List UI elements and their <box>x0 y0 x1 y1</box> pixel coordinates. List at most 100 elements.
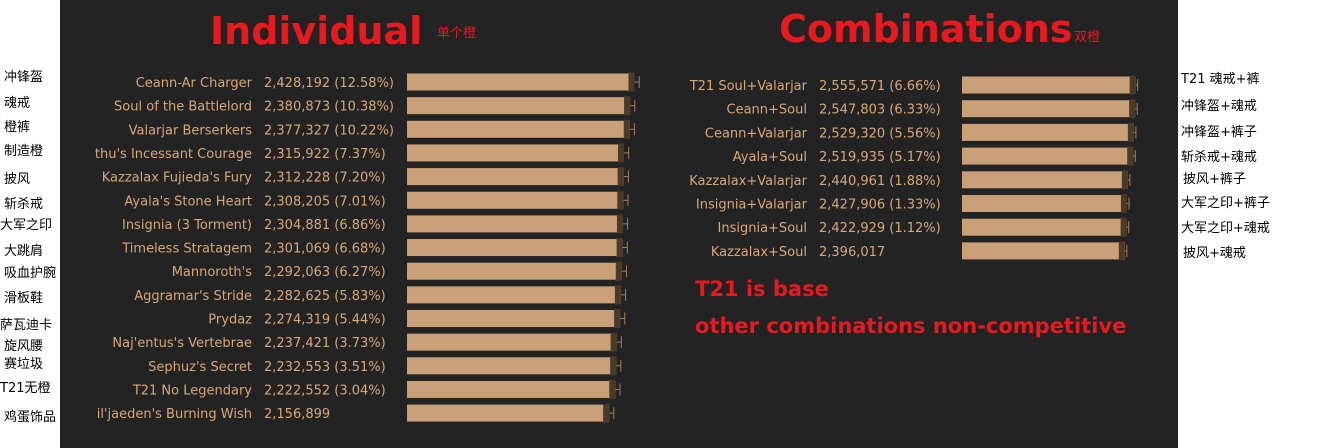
bar-value-label: 2,232,553 (3.51%) <box>264 360 386 375</box>
note-non-competitive: other combinations non-competitive <box>695 314 1127 338</box>
bar-category-label: T21 Soul+Valarjar <box>689 79 808 94</box>
bar-end-marker <box>1129 99 1136 119</box>
bar-category-label: Kazzalax+Valarjar <box>689 174 807 189</box>
bar-end-marker <box>616 214 623 234</box>
bar <box>407 144 625 162</box>
bar-category-label: Kazzalax+Soul <box>711 245 807 260</box>
right-annotation: 大军之印+魂戒 <box>1181 221 1270 236</box>
bar-end-marker <box>617 167 624 187</box>
right-annotation: T21 魂戒+裤 <box>1181 72 1260 87</box>
bar-category-label: Prydaz <box>208 313 252 328</box>
bar-category-label: Timeless Stratagem <box>121 242 252 257</box>
left-annotation: 鸡蛋饰品 <box>4 410 57 425</box>
bar <box>407 97 631 115</box>
bar-category-label: Valarjar Berserkers <box>129 123 253 138</box>
left-annotation: 吸血护腕 <box>4 266 57 281</box>
bar <box>407 73 635 91</box>
bar <box>407 262 622 280</box>
bar <box>962 171 1128 189</box>
bar-category-label: Aggramar's Stride <box>134 289 252 304</box>
bar-category-label: Mannoroth's <box>172 265 253 280</box>
bar <box>962 100 1136 118</box>
left-annotation: 制造橙 <box>4 144 44 159</box>
bar-category-label: Ceann+Valarjar <box>705 126 808 141</box>
right-annotation: 披风+裤子 <box>1183 172 1246 187</box>
bar-value-label: 2,428,192 (12.58%) <box>264 76 394 91</box>
bar-value-label: 2,547,803 (6.33%) <box>819 103 941 118</box>
right-annotation: 冲锋盔+魂戒 <box>1181 99 1257 114</box>
bar-value-label: 2,555,571 (6.66%) <box>819 79 941 94</box>
bar <box>962 218 1127 236</box>
bar <box>407 333 617 351</box>
bar-end-marker <box>1121 170 1128 190</box>
bar-category-label: Ayala's Stone Heart <box>124 194 252 209</box>
bar-value-label: 2,292,063 (6.27%) <box>264 265 386 280</box>
bar-category-label: Ceann-Ar Charger <box>136 76 253 91</box>
bar <box>407 239 623 257</box>
individual-subtitle: 单个橙 <box>437 26 477 41</box>
bar-category-label: Kazzalax Fujieda's Fury <box>102 171 253 186</box>
bar-value-label: 2,315,922 (7.37%) <box>264 147 386 162</box>
left-annotation: 大跳肩 <box>4 244 44 259</box>
bar-category-label: Naj'entus's Vertebrae <box>112 336 252 351</box>
bar-value-label: 2,222,552 (3.04%) <box>264 383 386 398</box>
left-annotation: 旋风腰 <box>4 339 44 354</box>
bar-end-marker <box>617 190 624 210</box>
combinations-title: Combinations <box>779 7 1073 51</box>
bar <box>407 168 624 186</box>
bar-category-label: Ayala+Soul <box>733 150 807 165</box>
individual-title: Individual <box>210 9 423 53</box>
bar-end-marker <box>610 356 617 376</box>
bar-end-marker <box>610 332 617 352</box>
bar-end-marker <box>614 285 621 305</box>
bar-category-label: Ceann+Soul <box>727 103 807 118</box>
bar <box>407 215 623 233</box>
bar <box>407 380 616 398</box>
bar-end-marker <box>614 309 621 328</box>
bar-value-label: 2,422,929 (1.12%) <box>819 221 941 236</box>
bar-end-marker <box>616 238 623 258</box>
bar-value-label: 2,308,205 (7.01%) <box>264 194 386 209</box>
bar-end-marker <box>1120 217 1127 237</box>
bar-category-label: Insignia+Soul <box>718 221 807 236</box>
bar-end-marker <box>624 96 631 116</box>
bar-value-label: 2,304,881 (6.86%) <box>264 218 386 233</box>
right-annotation: 大军之印+裤子 <box>1181 196 1270 211</box>
left-annotation: 魂戒 <box>4 96 31 111</box>
bar-end-marker <box>618 143 625 163</box>
left-annotation: 赛垃圾 <box>4 357 44 372</box>
bar-value-label: 2,282,625 (5.83%) <box>264 289 386 304</box>
left-annotation: 萨瓦迪卡 <box>0 318 53 333</box>
bar-end-marker <box>603 403 610 423</box>
bar <box>407 286 621 304</box>
note-base: T21 is base <box>695 277 829 301</box>
bar-end-marker <box>609 379 616 399</box>
bar <box>407 310 621 327</box>
left-annotation: 橙裤 <box>4 120 31 135</box>
bar-end-marker <box>1118 241 1125 261</box>
bar <box>962 76 1136 94</box>
bar-end-marker <box>628 72 635 92</box>
bar <box>407 404 610 422</box>
bar-value-label: 2,440,961 (1.88%) <box>819 174 941 189</box>
bar-value-label: 2,301,069 (6.68%) <box>264 242 386 257</box>
bar-category-label: Soul of the Battlelord <box>114 100 252 115</box>
bar-end-marker <box>1127 122 1134 142</box>
bar-category-label: Sephuz's Secret <box>148 360 252 375</box>
bar-end-marker <box>615 261 622 281</box>
bar <box>962 147 1134 165</box>
bar-end-marker <box>1120 194 1127 213</box>
left-annotation: 滑板鞋 <box>4 291 44 306</box>
bar-value-label: 2,312,228 (7.20%) <box>264 171 386 186</box>
right-annotation: 披风+魂戒 <box>1183 246 1246 261</box>
bar <box>407 120 630 138</box>
bar-value-label: 2,156,899 <box>264 407 330 422</box>
bar-value-label: 2,274,319 (5.44%) <box>264 313 386 328</box>
combinations-subtitle: 双橙 <box>1074 30 1101 45</box>
bar-value-label: 2,380,873 (10.38%) <box>264 100 394 115</box>
right-annotation: 冲锋盔+裤子 <box>1181 125 1257 140</box>
bar-category-label: Insignia (3 Torment) <box>122 218 252 233</box>
bar-end-marker <box>623 119 630 139</box>
bar <box>962 123 1134 141</box>
